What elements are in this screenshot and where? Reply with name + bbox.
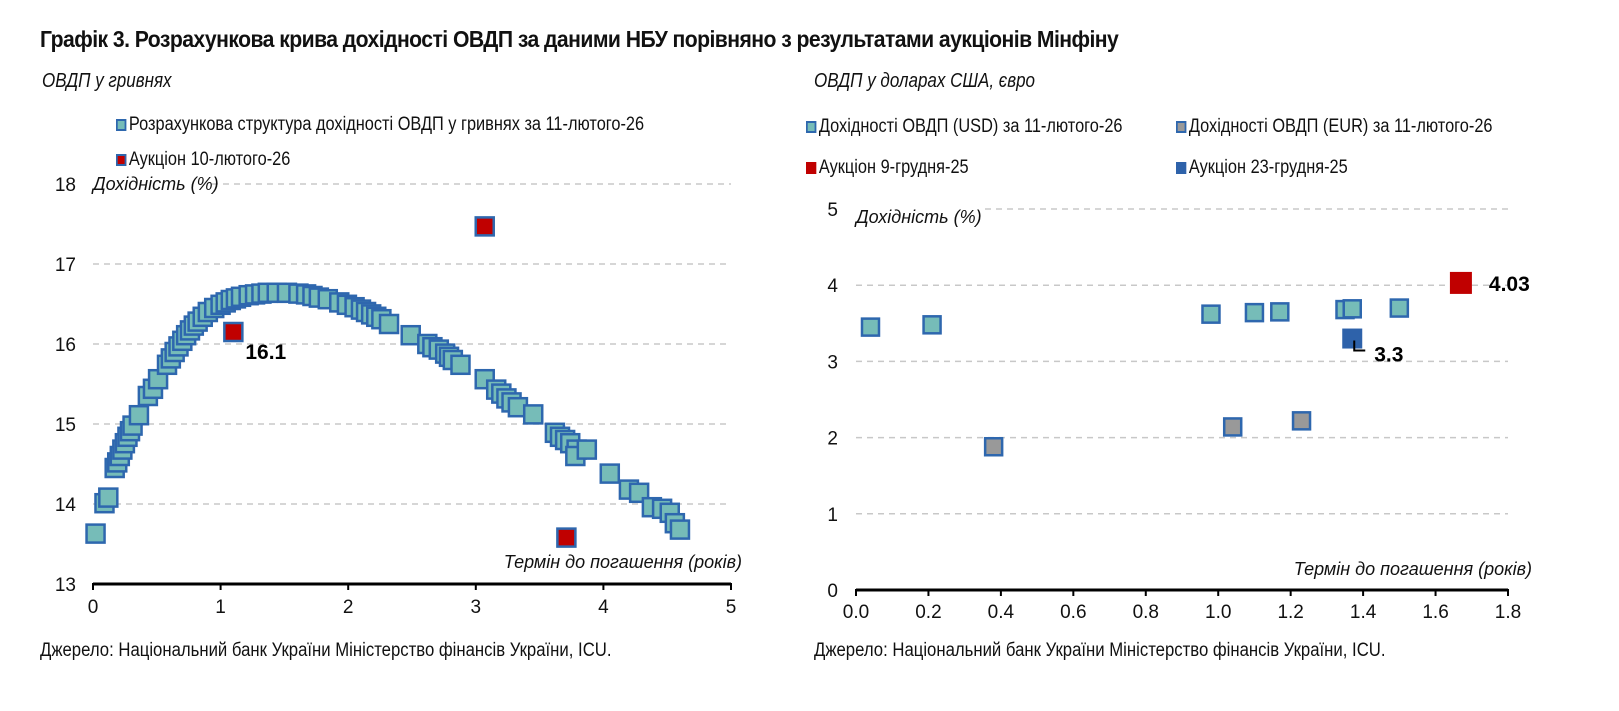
uah-ytick-label: 14: [55, 495, 77, 516]
uah-xtick-label: 1: [215, 597, 226, 618]
fx-point-auction-dec23: [1342, 328, 1363, 349]
uah-point-curve: [378, 313, 400, 335]
fx-point-eur: [983, 436, 1004, 457]
fx-xtick-label: 1.6: [1422, 602, 1448, 623]
fx-xtick-label: 0.6: [1060, 602, 1086, 623]
fx-ytick-label: 2: [827, 429, 838, 450]
fx-xtick-label: 1.8: [1495, 602, 1521, 623]
right-legend-item-eur: Дохідності ОВДП (EUR) за 11-лютого-26: [1176, 116, 1492, 138]
fx-point-usd: [860, 317, 881, 337]
fx-y-axis-title: Дохідність (%): [854, 207, 982, 227]
legend-label: Аукціон 10-лютого-26: [128, 149, 291, 170]
fx-xtick-label: 0.0: [843, 602, 869, 623]
uah-data-label: 16.1: [245, 341, 286, 364]
uah-ytick-label: 18: [55, 175, 76, 196]
uah-ytick-label: 17: [55, 255, 76, 276]
fx-data-label: 4.03: [1489, 273, 1530, 296]
uah-point-curve: [400, 324, 421, 346]
uah-point-curve: [98, 487, 119, 508]
uah-xtick-label: 4: [598, 597, 609, 618]
legend-label: Аукціон 23-грудня-25: [1188, 157, 1348, 178]
fx-point-eur: [1222, 417, 1243, 437]
legend-swatch-curve: [116, 119, 127, 131]
fx-xtick-label: 0.2: [915, 602, 941, 623]
legend-swatch-auction-dec23: [1176, 162, 1187, 174]
uah-point-curve: [576, 439, 598, 460]
right-source-note: Джерело: Національний банк України Мініс…: [814, 640, 1386, 661]
fx-point-usd: [1201, 304, 1221, 324]
uah-point-auction: [223, 321, 244, 343]
fx-data-label: 3.3: [1374, 344, 1403, 367]
left-panel-subtitle: ОВДП у гривнях: [42, 70, 172, 92]
legend-label: Аукціон 9-грудня-25: [818, 157, 969, 178]
uah-point-curve: [450, 354, 471, 376]
legend-swatch-usd: [806, 121, 817, 133]
uah-point-curve: [128, 404, 150, 426]
fx-ytick-label: 0: [827, 581, 838, 602]
legend-label: Розрахункова структура дохідності ОВДП у…: [128, 114, 645, 135]
uah-xtick-label: 5: [726, 597, 737, 618]
fx-xtick-label: 0.8: [1133, 602, 1159, 623]
fx-xtick-label: 0.4: [988, 602, 1015, 623]
fx-ytick-label: 4: [827, 276, 838, 297]
fx-point-usd: [1270, 302, 1290, 322]
left-legend-item-auction: Аукціон 10-лютого-26: [116, 149, 290, 171]
fx-xtick-label: 1.0: [1205, 602, 1231, 623]
fx-xtick-label: 1.2: [1277, 602, 1303, 623]
uah-point-curve: [85, 523, 106, 544]
fx-point-usd: [922, 315, 942, 335]
uah-xtick-label: 2: [343, 597, 354, 618]
left-legend-item-curve: Розрахункова структура дохідності ОВДП у…: [116, 114, 644, 136]
fx-point-usd: [1342, 299, 1362, 319]
legend-swatch-auction: [116, 154, 127, 166]
fx-point-eur: [1291, 411, 1312, 431]
uah-ytick-label: 13: [55, 575, 76, 596]
legend-swatch-eur: [1176, 121, 1187, 133]
right-panel-subtitle: ОВДП у доларах США, євро: [814, 70, 1035, 92]
uah-ytick-label: 16: [55, 335, 76, 356]
uah-xtick-label: 3: [471, 597, 482, 618]
fx-point-usd: [1389, 298, 1410, 318]
right-legend-item-auction-dec9: Аукціон 9-грудня-25: [806, 157, 969, 179]
fx-ytick-label: 3: [827, 352, 838, 373]
uah-point-auction: [556, 527, 577, 548]
uah-xtick-label: 0: [88, 597, 99, 618]
fx-data-label-leader: [1353, 340, 1366, 352]
uah-ytick-label: 15: [55, 415, 76, 436]
left-source-note: Джерело: Національний банк України Мініс…: [40, 640, 612, 661]
legend-label: Дохідності ОВДП (EUR) за 11-лютого-26: [1188, 116, 1493, 137]
uah-point-curve: [599, 463, 621, 484]
uah-point-curve: [669, 519, 691, 540]
fx-x-axis-title: Термін до погашення (років): [1294, 559, 1532, 579]
fx-ytick-label: 5: [827, 200, 838, 221]
right-legend-item-usd: Дохідності ОВДП (USD) за 11-лютого-26: [806, 116, 1122, 138]
fx-point-auction-dec9: [1449, 271, 1472, 294]
fx-ytick-label: 1: [827, 505, 838, 526]
legend-swatch-auction-dec9: [806, 162, 817, 174]
uah-point-auction: [474, 216, 495, 237]
uah-point-curve: [522, 404, 544, 425]
uah-x-axis-title: Термін до погашення (років): [504, 552, 742, 572]
legend-label: Дохідності ОВДП (USD) за 11-лютого-26: [818, 116, 1123, 137]
right-legend-item-auction-dec23: Аукціон 23-грудня-25: [1176, 157, 1348, 179]
uah-y-axis-title: Дохідність (%): [91, 174, 219, 194]
figure-title: Графік 3. Розрахункова крива дохідності …: [40, 26, 1119, 52]
fx-xtick-label: 1.4: [1350, 602, 1377, 623]
fx-point-usd: [1244, 302, 1265, 323]
